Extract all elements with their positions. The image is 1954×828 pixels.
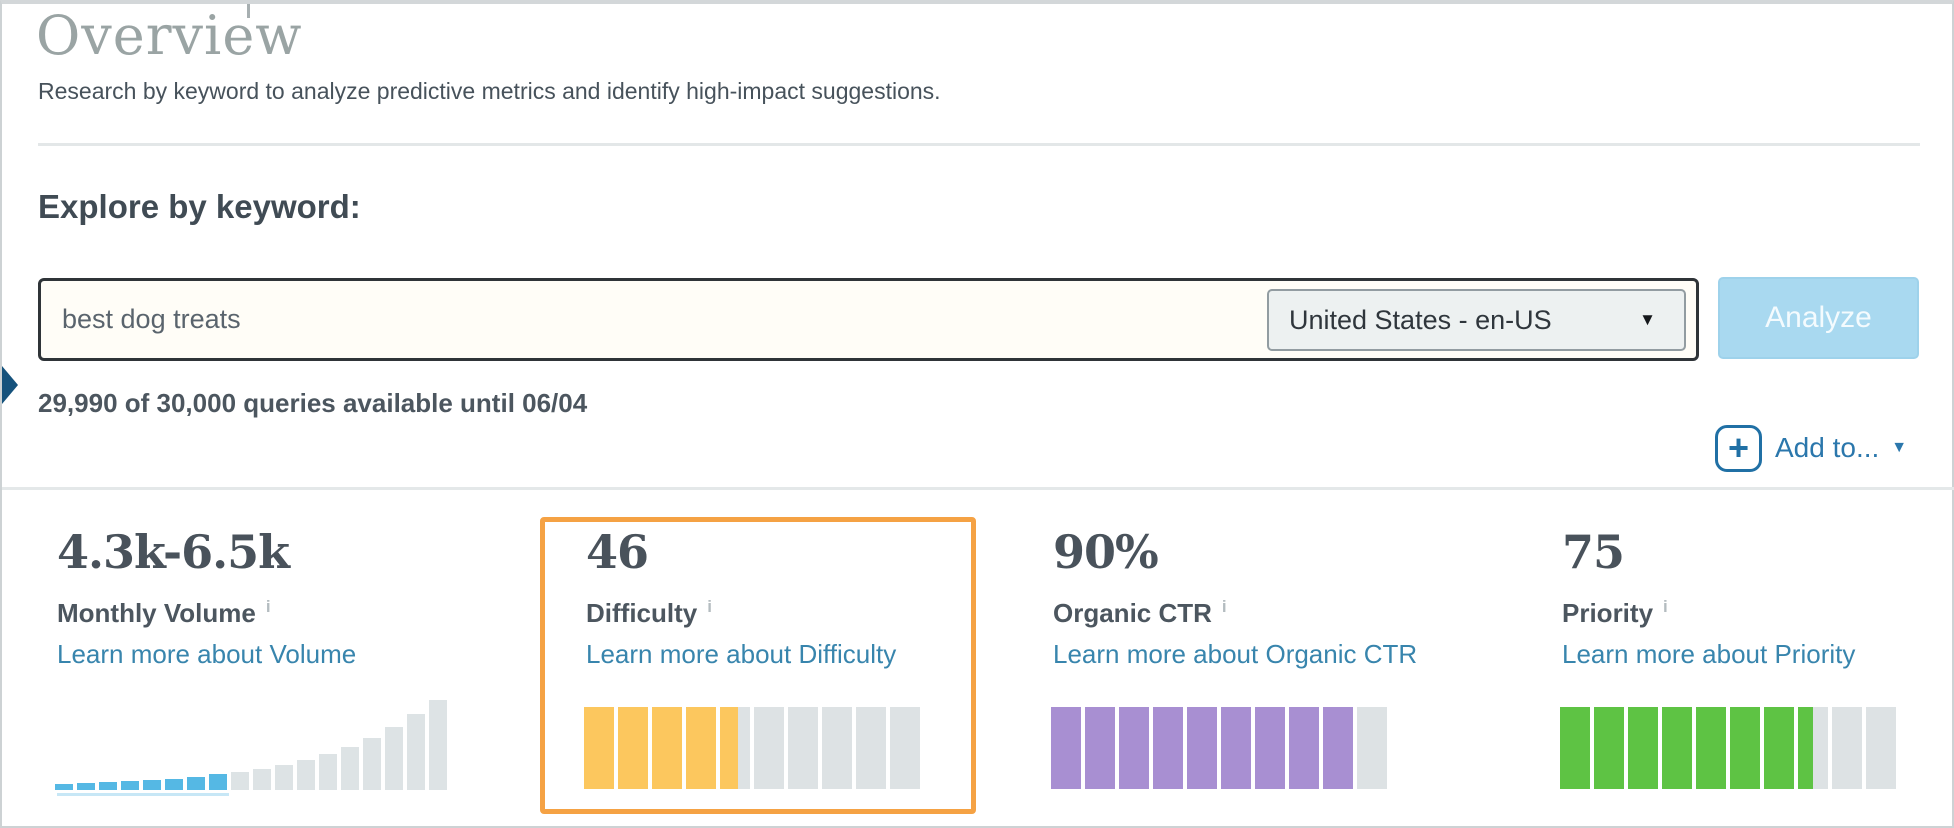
metric-label: Difficulty i xyxy=(586,597,712,629)
priority-gauge-segment xyxy=(1866,707,1896,789)
volume-histogram-bar xyxy=(187,777,205,790)
volume-histogram-bar xyxy=(407,714,425,790)
difficulty-gauge-segment xyxy=(584,707,614,789)
difficulty-card-highlight xyxy=(540,517,976,814)
volume-histogram-bar xyxy=(143,780,161,790)
priority-gauge-segment xyxy=(1730,707,1760,789)
info-icon[interactable]: i xyxy=(1663,597,1668,616)
metric-label-text: Organic CTR xyxy=(1053,598,1212,628)
learn-more-priority-link[interactable]: Learn more about Priority xyxy=(1562,639,1856,669)
volume-histogram-bar xyxy=(363,738,381,790)
difficulty-gauge-segment xyxy=(890,707,920,789)
volume-histogram-bar xyxy=(253,769,271,790)
volume-histogram-bar xyxy=(165,779,183,790)
metric-label-text: Difficulty xyxy=(586,598,698,628)
metric-card-priority: 75 Priority i Learn more about Priority xyxy=(1560,517,1940,814)
info-icon[interactable]: i xyxy=(1221,597,1227,616)
metric-value: 46 xyxy=(586,525,649,579)
priority-gauge xyxy=(1560,707,1900,789)
volume-histogram xyxy=(55,700,451,790)
volume-histogram-bar xyxy=(121,781,139,790)
organic-ctr-gauge-segment xyxy=(1187,707,1217,789)
organic-ctr-gauge-segment xyxy=(1221,707,1251,789)
cursor-artifact-mark xyxy=(247,4,250,18)
info-icon[interactable]: i xyxy=(265,597,271,616)
priority-gauge-segment xyxy=(1628,707,1658,789)
metrics-divider xyxy=(2,487,1954,490)
page-subtitle: Research by keyword to analyze predictiv… xyxy=(38,78,941,104)
chevron-down-icon: ▼ xyxy=(1891,439,1908,456)
organic-ctr-gauge-segment xyxy=(1051,707,1081,789)
volume-histogram-bar xyxy=(77,783,95,790)
volume-histogram-bar xyxy=(209,774,227,790)
volume-histogram-bar xyxy=(319,754,337,790)
organic-ctr-gauge-segment xyxy=(1357,707,1387,789)
explore-heading: Explore by keyword: xyxy=(38,188,361,225)
difficulty-gauge-segment xyxy=(686,707,716,789)
info-icon[interactable]: i xyxy=(707,597,712,616)
volume-histogram-bar xyxy=(341,747,359,790)
add-to-label: Add to... xyxy=(1775,432,1880,463)
metric-label-text: Monthly Volume xyxy=(57,598,256,628)
organic-ctr-gauge-segment xyxy=(1255,707,1285,789)
page-title: Overview xyxy=(36,4,303,67)
learn-more-difficulty-link[interactable]: Learn more about Difficulty xyxy=(586,639,897,669)
volume-histogram-bar xyxy=(297,760,315,790)
organic-ctr-gauge-segment xyxy=(1289,707,1319,789)
volume-range-underline xyxy=(57,793,229,796)
organic-ctr-gauge-segment xyxy=(1153,707,1183,789)
metric-card-organic-ctr: 90% Organic CTR i Learn more about Organi… xyxy=(1051,517,1491,814)
difficulty-gauge xyxy=(584,707,924,789)
plus-glyph: + xyxy=(1727,427,1750,468)
priority-gauge-segment xyxy=(1696,707,1726,789)
learn-more-volume-link[interactable]: Learn more about Volume xyxy=(57,639,357,669)
chevron-down-icon: ▼ xyxy=(1639,310,1656,329)
organic-ctr-gauge xyxy=(1051,707,1391,789)
priority-gauge-segment xyxy=(1560,707,1590,789)
priority-gauge-segment xyxy=(1662,707,1692,789)
priority-gauge-segment xyxy=(1764,707,1794,789)
organic-ctr-gauge-segment xyxy=(1085,707,1115,789)
priority-gauge-segment xyxy=(1798,707,1828,789)
volume-histogram-bar xyxy=(99,782,117,790)
metric-label: Priority i xyxy=(1562,597,1668,629)
difficulty-gauge-segment xyxy=(618,707,648,789)
locale-select-value: United States - en-US xyxy=(1289,304,1552,335)
add-to-button[interactable]: + Add to... ▼ xyxy=(1715,424,1907,472)
volume-histogram-bar xyxy=(429,700,447,790)
difficulty-gauge-segment xyxy=(788,707,818,789)
volume-histogram-bar xyxy=(55,784,73,790)
metric-card-monthly-volume: 4.3k-6.5k Monthly Volume i Learn more abo… xyxy=(55,517,505,814)
organic-ctr-gauge-segment xyxy=(1323,707,1353,789)
difficulty-gauge-segment xyxy=(652,707,682,789)
volume-histogram-bar xyxy=(275,765,293,790)
learn-more-organic-ctr-link[interactable]: Learn more about Organic CTR xyxy=(1053,639,1418,669)
metric-value: 75 xyxy=(1562,525,1625,579)
organic-ctr-gauge-segment xyxy=(1119,707,1149,789)
plus-icon: + xyxy=(1715,424,1762,472)
difficulty-gauge-segment xyxy=(754,707,784,789)
priority-gauge-segment xyxy=(1832,707,1862,789)
difficulty-gauge-segment xyxy=(720,707,750,789)
metric-label-text: Priority xyxy=(1562,598,1654,628)
left-pointer-marker xyxy=(2,366,18,404)
volume-histogram-bar xyxy=(231,772,249,790)
metric-label: Monthly Volume i xyxy=(57,597,271,629)
header-divider xyxy=(38,143,1920,146)
priority-gauge-segment xyxy=(1594,707,1624,789)
query-quota-text: 29,990 of 30,000 queries available until… xyxy=(38,388,588,418)
metric-value: 4.3k-6.5k xyxy=(57,525,290,579)
volume-histogram-bar xyxy=(385,727,403,790)
analyze-button[interactable]: Analyze xyxy=(1718,277,1919,359)
metric-value: 90% xyxy=(1053,525,1159,579)
metric-card-difficulty: 46 Difficulty i Learn more about Difficul… xyxy=(584,517,974,814)
metric-label: Organic CTR i xyxy=(1053,597,1227,629)
difficulty-gauge-segment xyxy=(856,707,886,789)
difficulty-gauge-segment xyxy=(822,707,852,789)
locale-select[interactable]: United States - en-US ▼ xyxy=(1267,289,1686,351)
